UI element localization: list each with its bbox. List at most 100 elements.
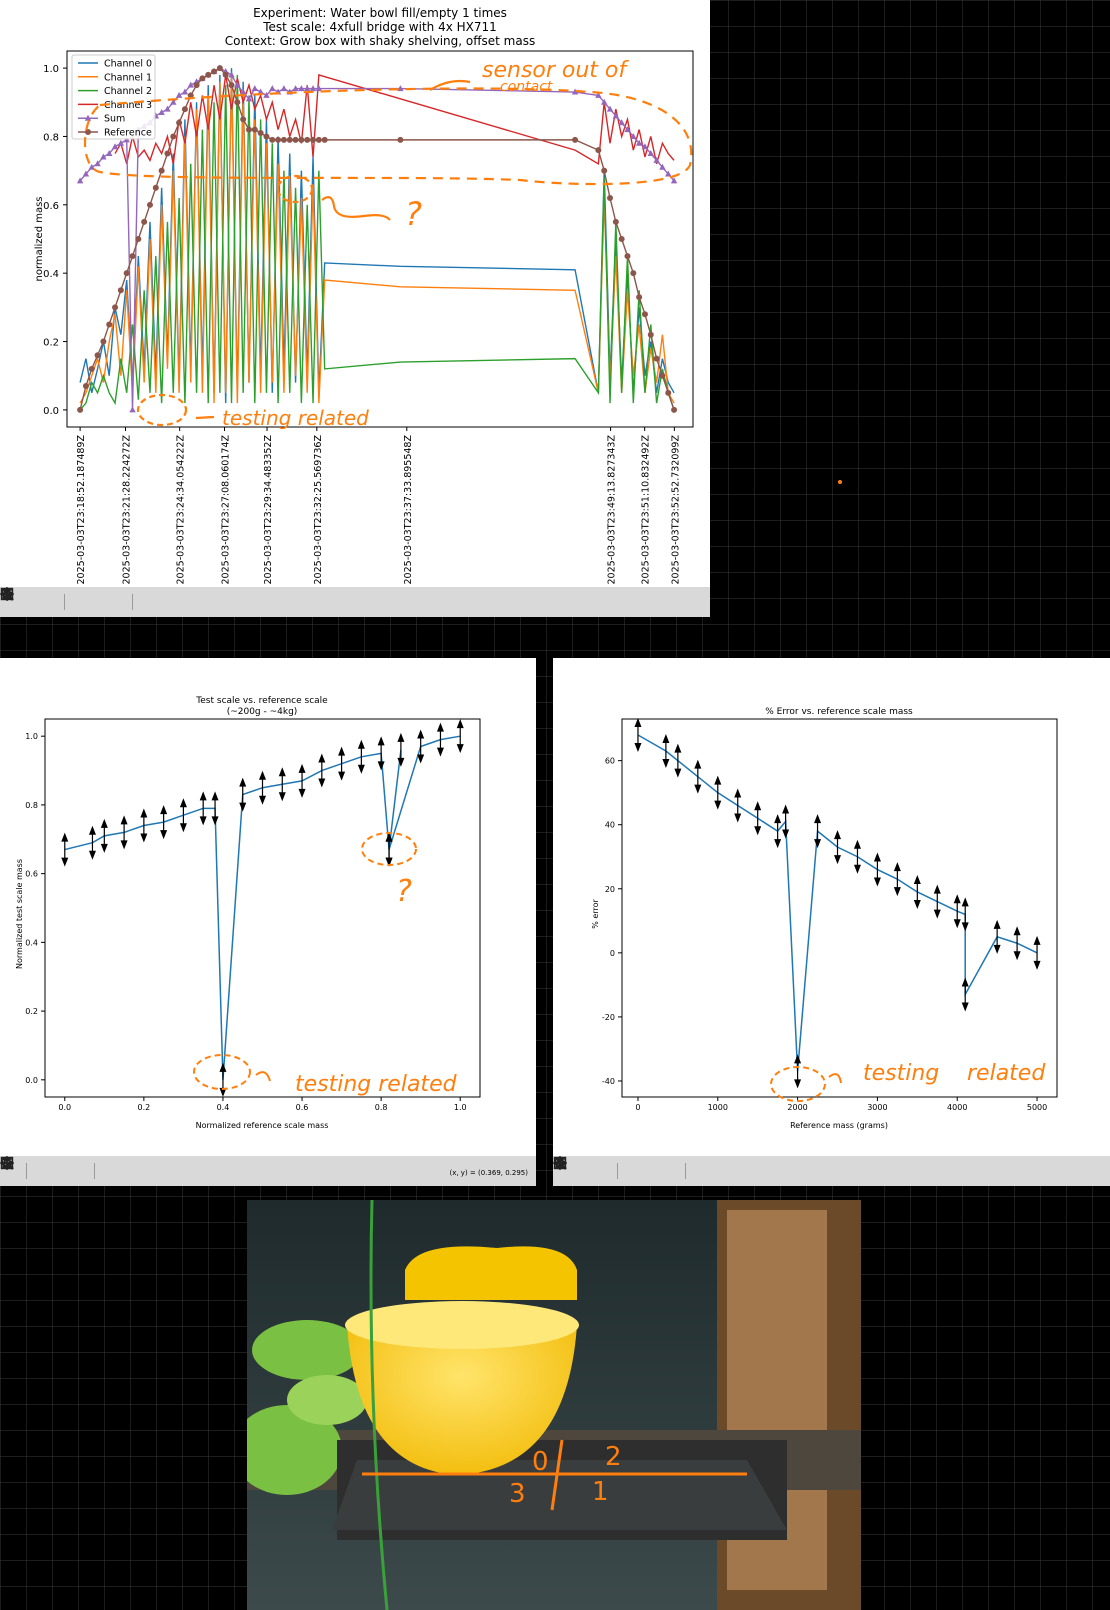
save-icon[interactable] — [0, 587, 156, 611]
reference-point — [647, 331, 654, 338]
y-tick-label: 0 — [610, 949, 615, 958]
back-arrow-icon[interactable] — [1, 588, 39, 611]
data-marker-up — [794, 1054, 802, 1064]
data-marker-up — [179, 798, 187, 808]
sum-point — [280, 85, 288, 92]
data-marker-down — [179, 823, 187, 833]
reference-point — [234, 99, 241, 106]
reference-point — [112, 304, 119, 311]
configure-subplots-icon[interactable] — [1, 1157, 88, 1180]
x-tick-label: 2025-03-03T23:24:34.054222Z — [176, 435, 187, 585]
data-marker-down — [239, 802, 247, 812]
data-marker-up — [782, 804, 790, 814]
sum-point — [88, 163, 95, 170]
data-marker-down — [834, 855, 842, 865]
data-marker-down — [140, 833, 148, 843]
back-arrow-icon[interactable] — [554, 1157, 592, 1180]
figure-window-timeseries: Experiment: Water bowl fill/empty 1 time… — [0, 0, 710, 617]
lettuce — [247, 1320, 367, 1495]
reference-point — [636, 294, 643, 301]
forward-arrow-icon[interactable] — [2, 588, 58, 611]
chart-title: Experiment: Water bowl fill/empty 1 time… — [253, 6, 507, 20]
data-marker-down — [199, 816, 207, 826]
data-marker-up — [873, 852, 881, 862]
reference-point — [269, 136, 276, 143]
data-marker-down — [259, 795, 266, 805]
reference-point — [216, 65, 223, 72]
data-marker-down — [318, 778, 326, 788]
save-icon[interactable] — [0, 1156, 118, 1180]
data-marker-down — [298, 788, 306, 798]
sum-point — [234, 81, 241, 88]
plot-area — [621, 718, 1058, 1098]
data-marker-down — [160, 830, 168, 840]
sum-point — [228, 71, 235, 78]
data-marker-down — [88, 850, 96, 860]
annotation-testing-related: testing related — [295, 1072, 458, 1097]
reference-point — [257, 130, 264, 137]
quadrant-0-label: 0 — [532, 1447, 549, 1477]
sum-point — [298, 85, 305, 92]
sum-point — [315, 85, 323, 92]
data-marker-down — [417, 754, 425, 764]
data-marker-up — [674, 743, 682, 753]
legend-label: Channel 3 — [104, 100, 152, 111]
reference-point — [181, 106, 188, 113]
sum-point — [187, 81, 194, 88]
y-axis-label: normalized mass — [34, 196, 45, 281]
y-tick-label: 0.4 — [43, 269, 59, 280]
forward-arrow-icon[interactable] — [555, 1157, 611, 1180]
pan-icon[interactable] — [0, 1156, 50, 1180]
sum-point — [100, 153, 107, 160]
reference-point — [88, 365, 95, 372]
y-tick-label: 0.6 — [43, 201, 59, 212]
data-marker-down — [674, 768, 682, 778]
data-marker-down — [853, 864, 861, 874]
reference-point — [618, 236, 625, 242]
annotation-text: sensor out of contact ? testing related — [222, 58, 629, 430]
sum-point — [600, 98, 608, 105]
configure-subplots-icon[interactable] — [1, 588, 126, 611]
pan-icon[interactable] — [553, 1156, 641, 1180]
data-marker-down — [961, 1002, 969, 1012]
x-axis-label: Normalized reference scale mass — [196, 1121, 329, 1130]
annotation-contact: contact — [500, 79, 553, 95]
chart-subtitle: Test scale: 4xfull bridge with 4x HX711 — [262, 20, 497, 34]
zoom-icon[interactable] — [1, 1157, 69, 1180]
zoom-icon[interactable] — [1, 588, 107, 611]
data-marker-down — [933, 909, 941, 919]
annotation-sensor-out-of: sensor out of — [482, 58, 629, 83]
x-tick-label: 1.0 — [454, 1103, 467, 1112]
configure-subplots-icon[interactable] — [554, 1157, 679, 1180]
data-marker-up — [993, 919, 1001, 929]
data-marker-up — [953, 894, 961, 904]
figure-window-test-vs-reference: Test scale vs. reference scale (~200g - … — [0, 658, 536, 1186]
data-marker-up — [278, 767, 286, 777]
reference-point — [152, 184, 159, 191]
photo-scale-setup: 0 2 3 1 — [247, 1200, 861, 1610]
reference-point — [665, 389, 672, 396]
data-marker-down — [385, 857, 393, 867]
pan-icon[interactable] — [0, 587, 88, 611]
data-marker-up — [933, 884, 941, 894]
x-tick-label: 2025-03-03T23:29:34.483352Z — [263, 435, 274, 585]
sum-point — [239, 88, 247, 95]
data-marker-down — [61, 857, 69, 867]
reference-point — [275, 136, 282, 143]
y-tick-label: 1.0 — [43, 64, 59, 75]
reference-point — [612, 218, 619, 225]
annotation-markup — [83, 79, 693, 427]
zoom-icon[interactable] — [554, 1157, 660, 1180]
data-marker-up — [1013, 926, 1021, 936]
save-icon[interactable] — [553, 1156, 709, 1180]
sum-point — [181, 88, 189, 95]
sum-point — [606, 105, 614, 112]
reference-point — [572, 136, 579, 143]
data-marker-down — [754, 826, 762, 836]
sum-point — [304, 85, 311, 92]
data-marker-up — [714, 775, 722, 785]
x-tick-label: 5000 — [1027, 1103, 1047, 1112]
data-marker-up — [120, 815, 128, 825]
reference-point — [641, 311, 648, 318]
data-marker-up — [259, 770, 266, 780]
